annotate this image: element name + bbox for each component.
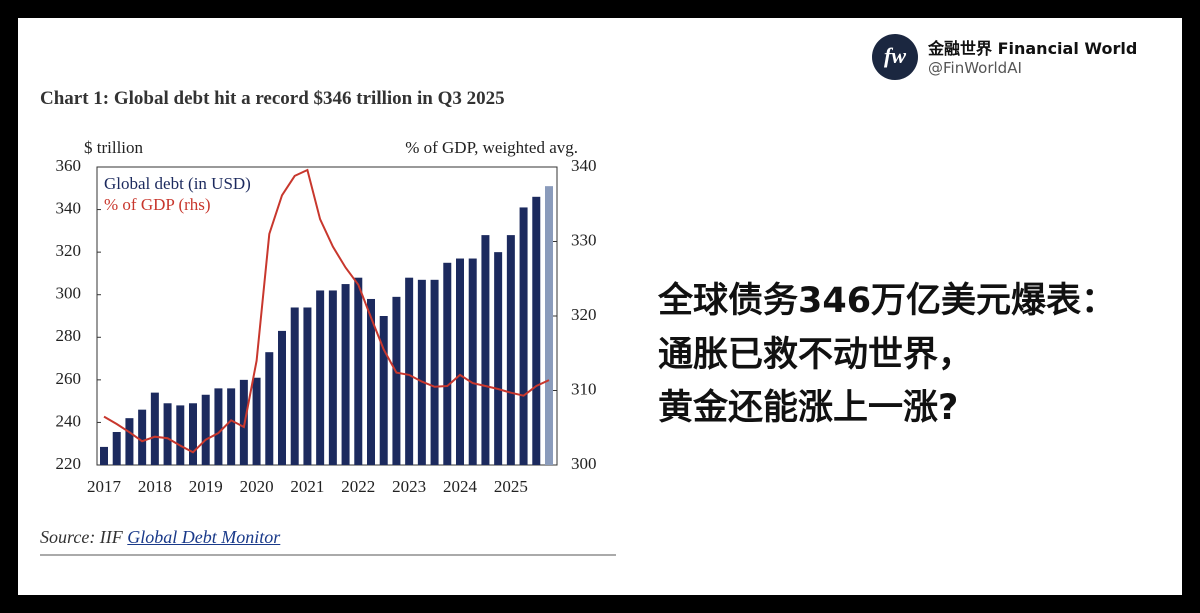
- bar: [112, 432, 121, 465]
- bar: [494, 252, 503, 465]
- chart: $ trillion % of GDP, weighted avg. 220 240 2…: [40, 138, 616, 556]
- y-tick-label: 240: [56, 411, 82, 430]
- bar: [405, 277, 414, 465]
- bar: [125, 418, 134, 465]
- line: [103, 168, 550, 454]
- bar: [189, 403, 197, 465]
- source: Source: IIF Global Debt Monitor: [40, 527, 280, 548]
- x-tick-label: 2020: [240, 477, 274, 496]
- y2-tick-label: 320: [571, 305, 597, 324]
- y2-tick-label: 310: [571, 379, 597, 398]
- bar: [201, 394, 210, 465]
- source-text: Source: IIF: [40, 527, 123, 547]
- bar: [138, 409, 147, 465]
- y-tick-label: 280: [56, 326, 82, 345]
- y-tick-label: 300: [56, 284, 82, 303]
- source-link[interactable]: Global Debt Monitor: [127, 527, 281, 547]
- bar: [316, 290, 325, 465]
- bar: [468, 258, 477, 465]
- bar: [456, 258, 464, 465]
- bar: [417, 279, 426, 465]
- y-tick-label: 260: [56, 369, 82, 388]
- bar: [545, 186, 553, 465]
- bar: [341, 284, 350, 465]
- bar: [214, 388, 223, 465]
- y-tick-label: 360: [56, 156, 82, 175]
- y2-tick-label: 340: [571, 156, 597, 175]
- bar: [176, 405, 185, 465]
- headline: 黄金还能涨上一涨?: [658, 388, 959, 428]
- account-name[interactable]: 金融世界 Financial World: [928, 39, 1138, 58]
- bar: [278, 330, 286, 465]
- x-tick-label: 2018: [138, 477, 172, 496]
- x-tick-label: 2021: [290, 477, 324, 496]
- y-tick-label: 340: [56, 198, 82, 217]
- bar: [519, 207, 528, 465]
- bar: [367, 298, 375, 465]
- y-tick-label: 320: [56, 241, 82, 260]
- bar: [163, 403, 172, 465]
- bar: [532, 196, 541, 466]
- bar: [252, 377, 261, 465]
- headline: 全球债务346万亿美元爆表：: [658, 281, 1117, 321]
- x-tick-label: 2024: [443, 477, 478, 496]
- bar: [150, 392, 159, 465]
- bar: [481, 235, 490, 465]
- legend-entry: % of GDP (rhs): [104, 195, 211, 214]
- x-tick-label: 2019: [189, 477, 223, 496]
- bar: [379, 316, 388, 465]
- y2-tick-label: 330: [571, 230, 597, 249]
- bar: [328, 290, 337, 465]
- bar: [227, 388, 236, 465]
- bar: [265, 352, 274, 465]
- chart-title: Chart 1: Global debt hit a record $346 t…: [40, 88, 505, 109]
- avatar[interactable]: fw: [872, 34, 918, 80]
- x-tick-label: 2017: [87, 477, 122, 496]
- legend: Global debt (in USD) % of GDP (rhs): [104, 173, 254, 215]
- x-tick-label: 2025: [494, 477, 528, 496]
- x-tick-label: 2022: [341, 477, 375, 496]
- bar: [100, 446, 108, 465]
- bar: [354, 277, 363, 465]
- x-tick-label: 2023: [392, 477, 426, 496]
- bar: [430, 279, 439, 465]
- bar: [506, 235, 515, 465]
- bar: [290, 307, 299, 465]
- y-tick-label: 220: [56, 454, 82, 473]
- bar: [303, 307, 312, 465]
- legend-entry: Global debt (in USD): [104, 174, 251, 193]
- y2-tick-label: 300: [571, 454, 597, 473]
- account-handle[interactable]: @FinWorldAI: [928, 59, 1022, 77]
- headline: 通胀已救不动世界，: [658, 335, 974, 375]
- bar: [392, 296, 401, 465]
- y-axis-label: $ trillion: [84, 138, 144, 157]
- card: $ trillion % of GDP, weighted avg. 220 240 2…: [18, 18, 1182, 595]
- y2-axis-label: % of GDP, weighted avg.: [405, 138, 578, 157]
- bar: [443, 262, 452, 465]
